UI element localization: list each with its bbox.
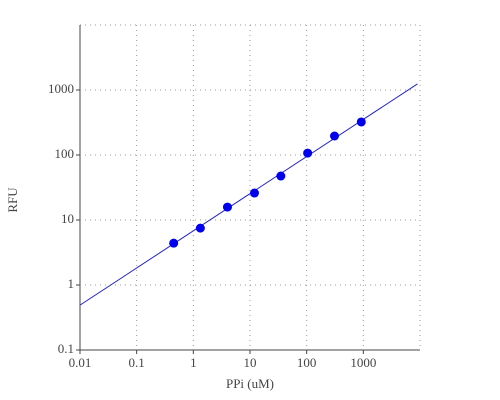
y-tick-label: 0.1 — [58, 341, 74, 356]
data-point — [330, 131, 340, 141]
x-axis-label: PPi (uM) — [226, 376, 274, 391]
data-point — [356, 117, 366, 127]
x-tick-label: 1000 — [350, 355, 376, 370]
x-tick-label: 100 — [297, 355, 317, 370]
data-point — [195, 223, 205, 233]
y-tick-label: 10 — [61, 211, 74, 226]
data-point — [169, 238, 179, 248]
data-point — [222, 202, 232, 212]
x-tick-label: 10 — [244, 355, 257, 370]
y-axis-label: RFU — [5, 187, 20, 213]
y-tick-label: 1 — [68, 276, 75, 291]
fit-line — [79, 83, 418, 306]
x-tick-label: 0.1 — [129, 355, 145, 370]
data-point — [303, 148, 313, 158]
data-point — [249, 188, 259, 198]
y-tick-label: 100 — [55, 146, 75, 161]
data-point — [276, 171, 286, 181]
x-tick-label: 0.01 — [69, 355, 92, 370]
x-tick-label: 1 — [190, 355, 197, 370]
y-tick-label: 1000 — [48, 81, 74, 96]
